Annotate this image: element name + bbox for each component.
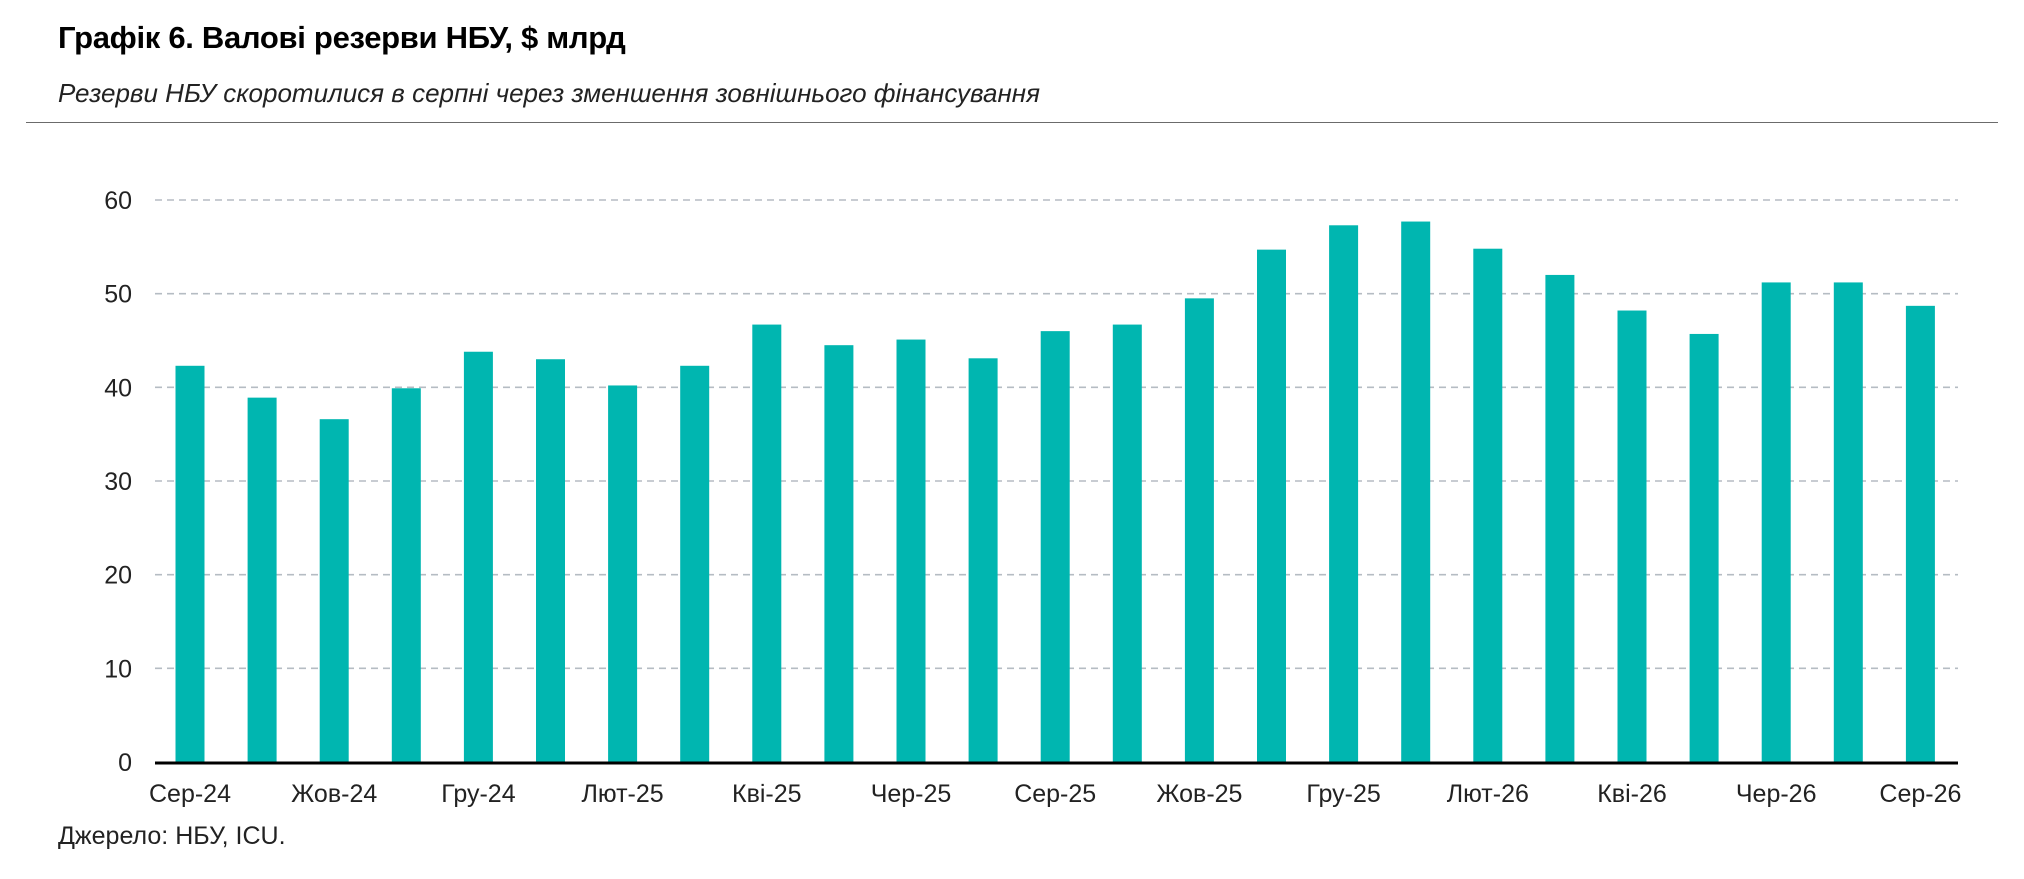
bar: Сер-24: 42.3	[175, 365, 205, 762]
x-tick-label: Чер-25	[871, 780, 952, 808]
y-tick-label: 10	[104, 655, 132, 683]
x-tick-label: Сер-26	[1879, 780, 1961, 808]
bar: Вер-24: 38.9	[247, 397, 277, 762]
bar: Сер-25: 46	[1040, 331, 1070, 762]
bar: Жов-25: 49.5	[1184, 298, 1214, 762]
bar: Бер-25: 42.3	[680, 365, 710, 762]
x-tick-label: Жов-25	[1156, 780, 1242, 808]
bar: Вер-25: 46.7	[1112, 324, 1142, 762]
bar: Кві-25: 46.7	[752, 324, 782, 762]
bar: Тра-25: 44.5	[824, 345, 854, 762]
bar: Лип-25: 43.1	[968, 358, 998, 762]
bar: Гру-25: 57.3	[1329, 225, 1359, 763]
x-tick-label: Сер-24	[149, 780, 231, 808]
bar: Тра-26: 45.7	[1689, 333, 1719, 762]
x-tick-label: Жов-24	[291, 780, 377, 808]
bars: Сер-24: 42.3 Вер-24: 38.9 Жов-24: 36.6 Лис-…	[175, 221, 1935, 763]
x-tick-label: Сер-25	[1014, 780, 1096, 808]
y-tick-label: 0	[118, 749, 132, 777]
x-tick-label: Чер-26	[1736, 780, 1817, 808]
header-divider	[26, 122, 1998, 123]
y-tick-label: 40	[104, 374, 132, 402]
y-tick-label: 20	[104, 562, 132, 590]
x-tick-label: Кві-25	[732, 780, 802, 808]
bar: Чер-26: 51.2	[1761, 282, 1791, 762]
bar: Січ-25: 43	[536, 359, 565, 762]
bar: Січ-26: 57.7	[1401, 221, 1431, 762]
x-tick-label: Лют-25	[581, 780, 663, 808]
y-tick-label: 50	[104, 281, 132, 309]
bar: Лют-25: 40.2	[608, 385, 638, 762]
x-axis-ticks: Сер-24 Жов-24 Гру-24 Лют-25 Кві-25 Чер-25 Сер-…	[149, 780, 1961, 808]
bar: Жов-24: 36.6	[319, 419, 349, 762]
x-tick-label: Кві-26	[1597, 780, 1667, 808]
chart-title: Графік 6. Валові резерви НБУ, $ млрд	[58, 20, 626, 55]
bar: Гру-24: 43.8	[463, 351, 493, 762]
x-tick-label: Гру-25	[1306, 780, 1380, 808]
chart-subtitle: Резерви НБУ скоротилися в серпні через з…	[58, 78, 1041, 108]
y-tick-label: 30	[104, 468, 132, 496]
bar: Лип-26: 51.2	[1833, 282, 1863, 762]
y-tick-label: 60	[104, 187, 132, 215]
bar: Лис-24: 39.9	[391, 388, 421, 762]
bar: Лют-26: 54.8	[1473, 248, 1503, 762]
x-tick-label: Гру-24	[441, 780, 515, 808]
bar: Сер-26: 48.7	[1905, 305, 1935, 762]
source-note: Джерело: НБУ, ICU.	[58, 822, 286, 850]
bar: Лис-25: 54.7	[1257, 249, 1286, 763]
bar: Кві-26: 48.2	[1617, 310, 1647, 762]
y-axis-ticks: 0 10 20 30 40 50 60	[104, 187, 132, 777]
bar: Бер-26: 52	[1545, 274, 1575, 762]
bar: Чер-25: 45.1	[896, 339, 926, 762]
x-tick-label: Лют-26	[1447, 780, 1529, 808]
